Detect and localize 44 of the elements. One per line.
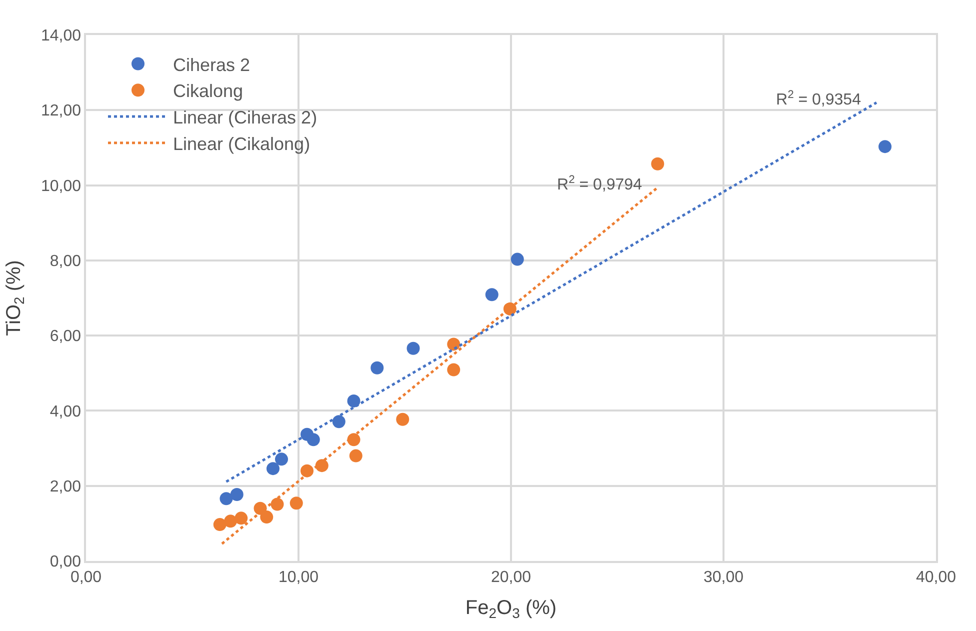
point bbox=[485, 288, 498, 302]
point bbox=[447, 338, 460, 351]
y-tick-label: 2,00 bbox=[50, 478, 82, 496]
point bbox=[220, 492, 233, 506]
point bbox=[270, 498, 284, 511]
y-tick-label: 6,00 bbox=[50, 328, 82, 346]
point bbox=[447, 363, 460, 376]
point bbox=[306, 433, 320, 446]
point bbox=[230, 488, 244, 501]
point bbox=[347, 394, 360, 408]
x-axis-title: Fe$_{2}$O$_{3}$ (%) bbox=[465, 596, 557, 622]
point bbox=[396, 412, 410, 426]
legend-label: Ciheras 2 bbox=[173, 54, 250, 75]
y-tick-label: 10,00 bbox=[41, 178, 82, 195]
point bbox=[406, 342, 420, 355]
x-tick-label: 10,00 bbox=[278, 568, 319, 586]
point bbox=[266, 462, 280, 476]
legend-label: Linear (Cikalong) bbox=[173, 134, 310, 154]
x-tick-label: 0,00 bbox=[70, 568, 102, 586]
point bbox=[260, 510, 274, 524]
point bbox=[234, 512, 248, 525]
point bbox=[651, 157, 664, 170]
x-tick-label: 30,00 bbox=[703, 568, 744, 586]
y-tick-label: 0,00 bbox=[50, 554, 82, 571]
point bbox=[349, 449, 362, 462]
y-tick-label: 8,00 bbox=[50, 253, 82, 270]
legend-label: Linear (Ciheras 2) bbox=[173, 108, 318, 128]
annotation: R$^{2}$ = 0,9354 bbox=[776, 89, 862, 109]
point bbox=[315, 459, 328, 472]
point bbox=[224, 514, 237, 528]
point bbox=[275, 452, 288, 466]
point bbox=[332, 415, 346, 428]
point bbox=[878, 140, 892, 154]
point bbox=[213, 518, 226, 532]
y-tick-label: 4,00 bbox=[50, 403, 82, 420]
point bbox=[370, 361, 384, 374]
legend-label: Cikalong bbox=[173, 81, 244, 102]
annotation: R$^{2}$ = 0,9794 bbox=[557, 174, 642, 194]
x-tick-label: 20,00 bbox=[490, 568, 532, 586]
y-tick-label: 12,00 bbox=[41, 102, 82, 120]
x-tick-label: 40,00 bbox=[916, 568, 956, 586]
point bbox=[510, 252, 524, 266]
point bbox=[290, 496, 303, 510]
y-tick-label: 14,00 bbox=[41, 28, 82, 45]
